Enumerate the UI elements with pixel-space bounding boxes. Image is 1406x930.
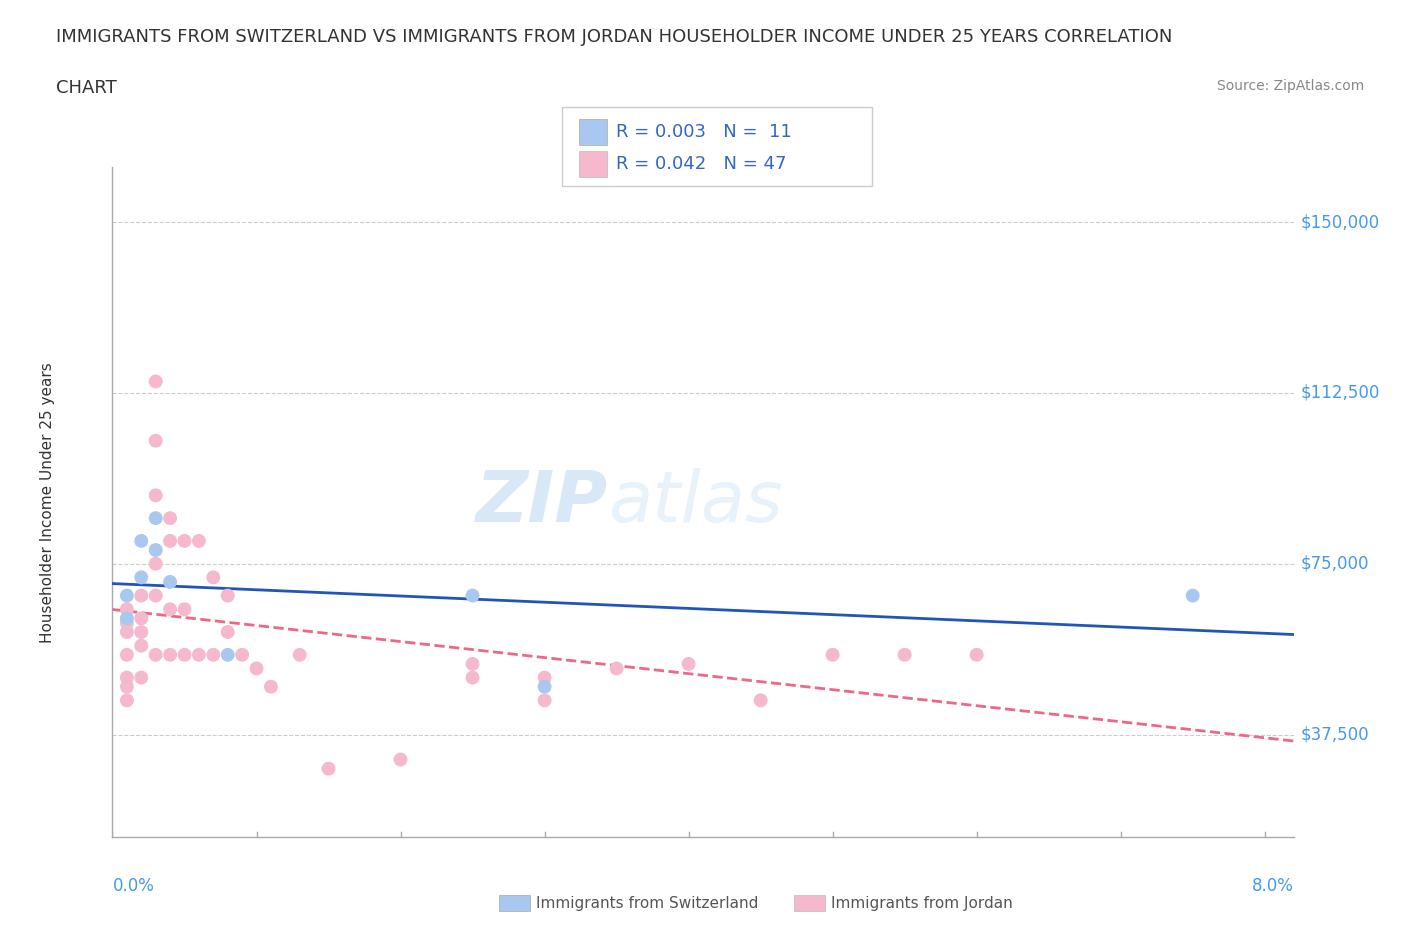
Point (115, 611, 138, 626)
Text: $75,000: $75,000 (1301, 554, 1369, 573)
Point (893, 647, 915, 662)
Text: Immigrants from Switzerland: Immigrants from Switzerland (536, 896, 758, 910)
Text: atlas: atlas (609, 468, 783, 537)
Point (159, 534, 181, 549)
Text: CHART: CHART (56, 79, 117, 97)
Text: $37,500: $37,500 (1301, 725, 1369, 743)
Point (187, 647, 209, 662)
Point (173, 647, 195, 662)
Text: R = 0.003   N =  11: R = 0.003 N = 11 (616, 123, 792, 141)
Point (678, 657, 700, 671)
Point (159, 602, 181, 617)
Point (318, 762, 340, 777)
Text: Householder Income Under 25 years: Householder Income Under 25 years (39, 362, 55, 643)
Text: ZIP: ZIP (477, 468, 609, 537)
Point (115, 625, 138, 640)
Point (461, 588, 484, 603)
Text: $150,000: $150,000 (1301, 213, 1379, 231)
Point (145, 588, 167, 603)
Point (129, 534, 152, 549)
Point (115, 588, 138, 603)
Point (115, 693, 138, 708)
Point (173, 602, 195, 617)
Point (606, 661, 628, 676)
Point (159, 575, 181, 590)
Point (533, 671, 555, 685)
Point (145, 556, 167, 571)
Text: Immigrants from Jordan: Immigrants from Jordan (831, 896, 1012, 910)
Point (145, 542, 167, 557)
Point (145, 647, 167, 662)
Point (145, 374, 167, 389)
Point (217, 588, 239, 603)
Point (461, 657, 484, 671)
Point (129, 611, 152, 626)
Point (389, 752, 412, 767)
Point (533, 693, 555, 708)
Point (145, 433, 167, 448)
Text: 0.0%: 0.0% (112, 877, 155, 896)
Point (173, 534, 195, 549)
Point (115, 679, 138, 694)
Point (217, 647, 239, 662)
Text: 8.0%: 8.0% (1251, 877, 1294, 896)
Point (245, 661, 267, 676)
Point (159, 511, 181, 525)
Text: R = 0.042   N = 47: R = 0.042 N = 47 (616, 154, 786, 173)
Point (217, 625, 239, 640)
Text: IMMIGRANTS FROM SWITZERLAND VS IMMIGRANTS FROM JORDAN HOUSEHOLDER INCOME UNDER 2: IMMIGRANTS FROM SWITZERLAND VS IMMIGRANT… (56, 28, 1173, 46)
Text: Source: ZipAtlas.com: Source: ZipAtlas.com (1216, 79, 1364, 93)
Point (1181, 588, 1204, 603)
Point (129, 638, 152, 653)
Point (749, 693, 772, 708)
Point (129, 570, 152, 585)
Point (187, 534, 209, 549)
Point (129, 671, 152, 685)
Point (461, 671, 484, 685)
Point (129, 625, 152, 640)
Point (115, 602, 138, 617)
Point (821, 647, 844, 662)
Point (202, 570, 225, 585)
Point (288, 647, 311, 662)
Point (129, 588, 152, 603)
Point (966, 647, 988, 662)
Point (159, 647, 181, 662)
Point (260, 679, 283, 694)
Point (145, 488, 167, 503)
Point (145, 511, 167, 525)
Point (115, 647, 138, 662)
Point (231, 647, 253, 662)
Point (115, 671, 138, 685)
Text: $112,500: $112,500 (1301, 384, 1379, 402)
Point (202, 647, 225, 662)
Point (115, 616, 138, 631)
Point (533, 679, 555, 694)
